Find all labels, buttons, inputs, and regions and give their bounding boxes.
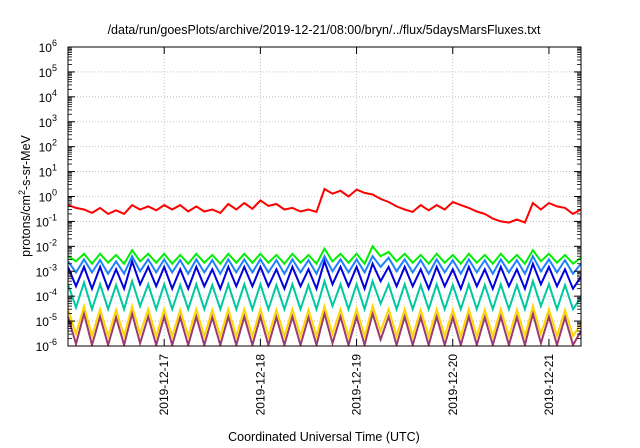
- y-tick-base: 10: [39, 141, 53, 155]
- x-tick-label: 2019-12-19: [350, 354, 364, 416]
- x-tick-label: 2019-12-21: [542, 354, 556, 416]
- y-tick-exponent: -1: [49, 212, 57, 222]
- series-line: [68, 302, 581, 340]
- series-line: [68, 258, 581, 292]
- y-tick-base: 10: [39, 66, 53, 80]
- y-tick-exponent: -6: [49, 337, 57, 347]
- y-tick-exponent: -2: [49, 237, 57, 247]
- y-axis-label-prefix: protons/cm: [19, 195, 33, 257]
- y-tick-base: 10: [36, 315, 50, 329]
- x-tick-label: 2019-12-17: [157, 354, 171, 416]
- y-tick-exponent: 5: [52, 63, 57, 73]
- y-tick-label: 101: [39, 163, 57, 180]
- x-tick-label: 2019-12-20: [446, 354, 460, 416]
- y-tick-base: 10: [39, 166, 53, 180]
- series-line: [68, 253, 581, 276]
- y-axis-label: protons/cm2-s-sr-MeV: [17, 134, 33, 256]
- y-tick-exponent: 6: [52, 38, 57, 48]
- y-tick-label: 10-6: [36, 337, 57, 354]
- y-axis-label-superscript: 2: [17, 190, 27, 195]
- y-tick-exponent: -5: [49, 312, 57, 322]
- series-line: [68, 309, 581, 346]
- y-tick-exponent: 3: [52, 113, 57, 123]
- series-line: [68, 277, 581, 313]
- series-line: [68, 244, 581, 266]
- y-tick-base: 10: [39, 91, 53, 105]
- y-tick-exponent: 2: [52, 138, 57, 148]
- y-tick-label: 104: [39, 88, 57, 105]
- y-tick-base: 10: [36, 340, 50, 354]
- series-line: [68, 187, 581, 224]
- series-layer: [68, 187, 581, 346]
- chart-title: /data/run/goesPlots/archive/2019-12-21/0…: [108, 23, 541, 37]
- y-tick-base: 10: [36, 240, 50, 254]
- y-tick-label: 105: [39, 63, 57, 80]
- y-tick-label: 10-2: [36, 237, 57, 254]
- y-tick-base: 10: [36, 290, 50, 304]
- y-tick-base: 10: [39, 191, 53, 205]
- y-tick-label: 102: [39, 138, 57, 155]
- y-axis-label-suffix: -s-sr-MeV: [19, 134, 33, 190]
- y-tick-label: 10-3: [36, 262, 57, 279]
- y-tick-base: 10: [39, 41, 53, 55]
- y-tick-label: 10-1: [36, 212, 57, 229]
- y-tick-base: 10: [39, 116, 53, 130]
- y-tick-base: 10: [36, 265, 50, 279]
- y-tick-exponent: 0: [52, 188, 57, 198]
- grid-lines: [68, 47, 581, 346]
- x-axis-label: Coordinated Universal Time (UTC): [228, 430, 420, 444]
- y-axis-ticks: 10-610-510-410-310-210-11001011021031041…: [36, 38, 581, 354]
- y-tick-label: 103: [39, 113, 57, 130]
- y-tick-exponent: -3: [49, 262, 57, 272]
- y-tick-base: 10: [36, 215, 50, 229]
- y-tick-label: 100: [39, 188, 57, 205]
- y-tick-exponent: 4: [52, 88, 57, 98]
- y-tick-label: 10-5: [36, 312, 57, 329]
- y-tick-label: 106: [39, 38, 57, 55]
- y-tick-exponent: -4: [49, 287, 57, 297]
- y-tick-label: 10-4: [36, 287, 57, 304]
- x-tick-label: 2019-12-18: [253, 354, 267, 416]
- y-tick-exponent: 1: [52, 163, 57, 173]
- x-axis-ticks: 2019-12-17 2019-12-18 2019-12-19 2019-12-20…: [157, 47, 556, 415]
